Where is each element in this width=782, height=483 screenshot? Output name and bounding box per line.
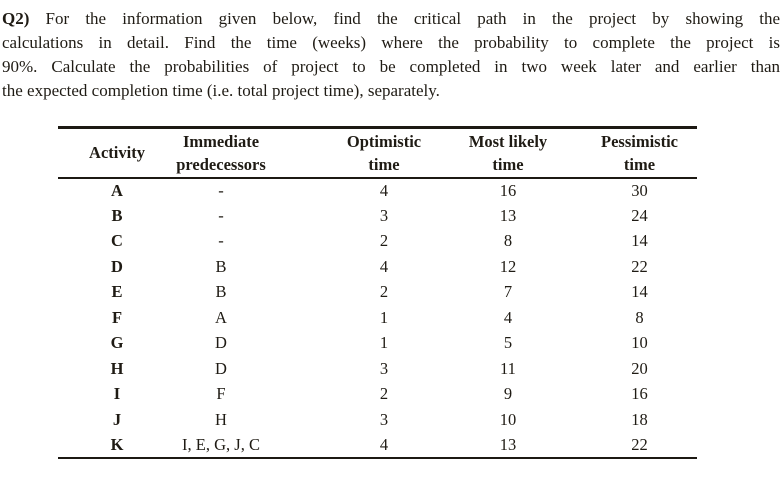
- cell-activity: B: [111, 205, 123, 225]
- cell-predecessors: A: [215, 307, 227, 327]
- cell-predecessors: D: [215, 358, 227, 378]
- cell-activity: K: [110, 434, 124, 454]
- table-row-k: K I, E, G, J, C 4 13 22: [58, 433, 697, 459]
- cell-pessimistic: 16: [631, 384, 648, 404]
- cell-pessimistic: 24: [631, 205, 648, 225]
- cell-activity: I: [113, 384, 121, 404]
- question-text: Q2) For the information given below, fin…: [2, 7, 780, 103]
- cell-most-likely: 5: [503, 333, 513, 353]
- cell-most-likely: 11: [500, 358, 516, 378]
- col-header-optimistic-line2: time: [368, 154, 400, 174]
- col-header-most-likely-line1: Most likely: [468, 131, 548, 151]
- cell-most-likely: 9: [503, 384, 513, 404]
- cell-pessimistic: 20: [631, 358, 648, 378]
- col-header-most-likely-time: Most likely time: [446, 127, 574, 179]
- col-header-activity-label: Activity: [89, 143, 145, 163]
- col-header-most-likely-line2: time: [492, 154, 524, 174]
- cell-most-likely: 4: [503, 307, 513, 327]
- cell-predecessors: B: [215, 282, 227, 302]
- table-row-h: H D 3 11 20: [58, 356, 697, 382]
- cell-predecessors: H: [215, 409, 227, 429]
- cell-activity: F: [111, 307, 123, 327]
- table-row-g: G D 1 5 10: [58, 331, 697, 357]
- table-header-row: Activity Immediate predecessors Optimist…: [58, 127, 697, 179]
- col-header-activity: Activity: [58, 127, 168, 179]
- cell-pessimistic: 14: [631, 231, 648, 251]
- cell-optimistic: 4: [379, 180, 389, 200]
- table-row-c: C - 2 8 14: [58, 229, 697, 255]
- activity-table: Activity Immediate predecessors Optimist…: [58, 126, 697, 459]
- table-row-f: F A 1 4 8: [58, 305, 697, 331]
- cell-optimistic: 3: [379, 205, 389, 225]
- table-row-e: E B 2 7 14: [58, 280, 697, 306]
- cell-activity: J: [112, 409, 122, 429]
- table-row-d: D B 4 12 22: [58, 254, 697, 280]
- cell-predecessors: -: [218, 180, 224, 200]
- col-header-immediate-predecessors: Immediate predecessors: [168, 127, 302, 179]
- cell-optimistic: 1: [379, 307, 389, 327]
- col-header-predecessors-line1: Immediate: [182, 131, 260, 151]
- cell-most-likely: 13: [499, 205, 517, 225]
- cell-optimistic: 3: [379, 409, 389, 429]
- question-line-1-text: For the information given below, find th…: [45, 9, 780, 28]
- cell-most-likely: 13: [499, 434, 517, 454]
- cell-optimistic: 2: [379, 282, 389, 302]
- cell-optimistic: 3: [379, 358, 389, 378]
- table-row-b: B - 3 13 24: [58, 203, 697, 229]
- cell-optimistic: 4: [379, 256, 389, 276]
- col-header-optimistic-line1: Optimistic: [346, 131, 422, 151]
- cell-pessimistic: 30: [631, 180, 648, 200]
- cell-most-likely: 10: [499, 409, 517, 429]
- cell-activity: C: [111, 231, 123, 251]
- col-header-pessimistic-time: Pessimistic time: [574, 127, 697, 179]
- table-row-a: A - 4 16 30: [58, 178, 697, 204]
- question-number: Q2): [2, 9, 30, 28]
- cell-pessimistic: 10: [631, 333, 648, 353]
- cell-most-likely: 7: [503, 282, 513, 302]
- cell-predecessors: F: [216, 384, 226, 404]
- cell-predecessors: -: [218, 231, 224, 251]
- table-header: Activity Immediate predecessors Optimist…: [58, 127, 697, 179]
- cell-most-likely: 12: [499, 256, 517, 276]
- col-header-pessimistic-line1: Pessimistic: [601, 131, 678, 151]
- cell-predecessors: I, E, G, J, C: [182, 434, 260, 454]
- cell-optimistic: 2: [379, 384, 389, 404]
- cell-activity: E: [111, 282, 123, 302]
- cell-pessimistic: 18: [631, 409, 648, 429]
- col-header-predecessors-line2: predecessors: [176, 154, 266, 174]
- col-header-pessimistic-line2: time: [623, 154, 656, 174]
- question-line-1: Q2) For the information given below, fin…: [2, 7, 780, 31]
- table-row-j: J H 3 10 18: [58, 407, 697, 433]
- cell-predecessors: B: [215, 256, 227, 276]
- cell-optimistic: 2: [379, 231, 389, 251]
- cell-pessimistic: 14: [631, 282, 648, 302]
- question-line-4: the expected completion time (i.e. total…: [2, 81, 440, 100]
- col-header-optimistic-time: Optimistic time: [302, 127, 446, 179]
- question-line-3: 90%. Calculate the probabilities of proj…: [2, 57, 780, 76]
- table-row-i: I F 2 9 16: [58, 382, 697, 408]
- cell-most-likely: 8: [503, 231, 513, 251]
- cell-pessimistic: 8: [635, 307, 644, 327]
- cell-predecessors: D: [215, 333, 227, 353]
- cell-activity: H: [110, 358, 124, 378]
- question-line-2: calculations in detail. Find the time (w…: [2, 33, 780, 52]
- cell-most-likely: 16: [499, 180, 517, 200]
- cell-pessimistic: 22: [631, 256, 648, 276]
- cell-pessimistic: 22: [631, 434, 648, 454]
- cell-activity: G: [110, 333, 124, 353]
- cell-optimistic: 1: [379, 333, 389, 353]
- table-body: A - 4 16 30 B - 3 13 24 C - 2 8 14 D: [58, 178, 697, 459]
- cell-optimistic: 4: [379, 434, 389, 454]
- cell-predecessors: -: [218, 205, 224, 225]
- cell-activity: D: [111, 256, 123, 276]
- cell-activity: A: [111, 180, 123, 200]
